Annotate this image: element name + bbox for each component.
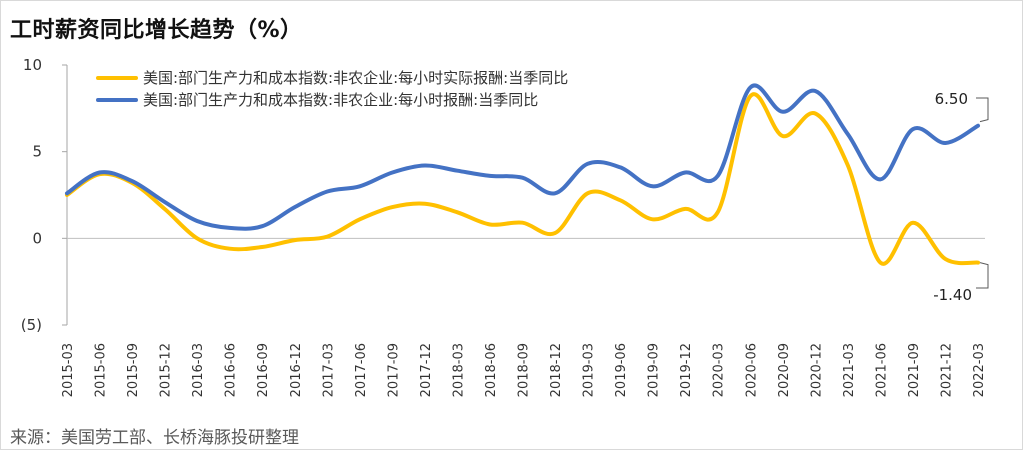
series-lines [65, 83, 980, 266]
x-tick-label: 2018-06 [484, 343, 499, 397]
x-tick-label: 2022-03 [972, 343, 987, 397]
x-tick-label: 2019-03 [582, 343, 597, 397]
x-tick-label: 2019-12 [679, 343, 694, 397]
x-tick-label: 2015-12 [159, 343, 174, 397]
x-tick-label: 2015-09 [126, 343, 141, 397]
annotation-leader [976, 262, 989, 289]
x-tick-label: 2018-03 [451, 343, 466, 397]
annotation-leader [976, 97, 989, 123]
x-tick-label: 2019-09 [647, 343, 662, 397]
x-tick-label: 2021-06 [874, 343, 889, 397]
x-tick-label: 2015-03 [61, 343, 76, 397]
source-note: 来源：美国劳工部、长桥海豚投研整理 [10, 428, 299, 448]
series-line-0 [65, 92, 980, 266]
x-tick-labels: 2015-03 2015-06 2015-09 2015-12 2016-03 2016-… [61, 343, 987, 397]
x-tick-label: 2016-12 [289, 343, 304, 397]
x-tick-label: 2016-03 [191, 343, 206, 397]
legend: 美国:部门生产力和成本指数:非农企业:每小时实际报酬:当季同比美国:部门生产力和… [96, 69, 568, 109]
x-tick-label: 2016-09 [256, 343, 271, 397]
x-tick-label: 2021-09 [907, 343, 922, 397]
y-tick-labels: 10 5 0 (5) [21, 56, 42, 334]
annotation-label: -1.40 [933, 286, 972, 304]
x-tick-label: 2020-06 [744, 343, 759, 397]
y-tick-label: 5 [32, 143, 42, 161]
x-tick-label: 2021-03 [842, 343, 857, 397]
legend-label-1: 美国:部门生产力和成本指数:非农企业:每小时报酬:当季同比 [143, 91, 538, 109]
x-tick-label: 2019-06 [614, 343, 629, 397]
x-tick-label: 2017-03 [321, 343, 336, 397]
y-tick-label: 10 [23, 56, 42, 74]
x-tick-label: 2020-03 [712, 343, 727, 397]
y-tick-label: 0 [32, 229, 42, 247]
x-tick-label: 2020-12 [809, 343, 824, 397]
series-line-1 [65, 83, 980, 231]
annotations: 6.50 -1.40 [933, 90, 989, 304]
x-tick-label: 2017-06 [354, 343, 369, 397]
x-tick-label: 2020-09 [777, 343, 792, 397]
x-tick-label: 2017-12 [419, 343, 434, 397]
page-title: 工时薪资同比增长趋势（%） [10, 18, 303, 43]
x-tick-label: 2016-06 [224, 343, 239, 397]
x-tick-label: 2021-12 [939, 343, 954, 397]
legend-label-0: 美国:部门生产力和成本指数:非农企业:每小时实际报酬:当季同比 [143, 69, 568, 87]
x-tick-label: 2018-12 [549, 343, 564, 397]
x-tick-label: 2017-09 [386, 343, 401, 397]
annotation-label: 6.50 [935, 90, 968, 108]
x-tick-label: 2015-06 [94, 343, 109, 397]
y-tick-label: (5) [21, 316, 42, 334]
x-tick-label: 2018-09 [517, 343, 532, 397]
